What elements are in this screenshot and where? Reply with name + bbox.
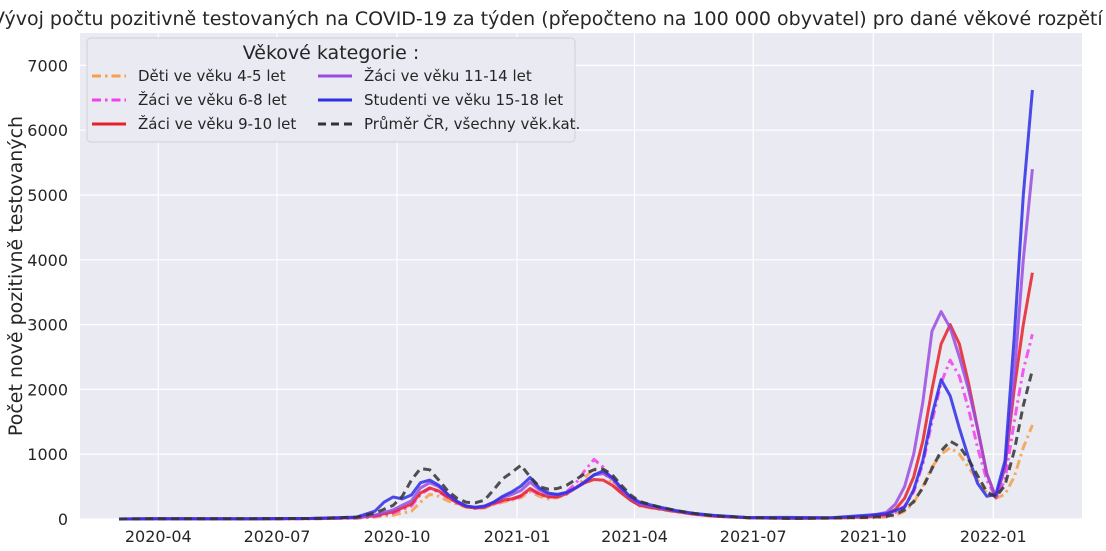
- series-layer: [119, 89, 1034, 521]
- series-line-5: [119, 89, 1034, 521]
- y-tick-label: 1000: [27, 445, 68, 464]
- y-tick-label: 5000: [27, 186, 68, 205]
- legend-label-6: Průměr ČR, všechny věk.kat.: [364, 114, 580, 133]
- x-axis: 2020-04 2020-07 2020-10 2021-01 2021-04 2021-…: [125, 527, 1027, 546]
- x-tick-label: 2020-04: [125, 527, 192, 546]
- x-tick-label: 2022-01: [960, 527, 1027, 546]
- legend-label-2: Žáci ve věku 6-8 let: [138, 90, 287, 109]
- x-tick-label: 2021-10: [840, 527, 907, 546]
- series-line-6: [119, 369, 1034, 521]
- series-line-3: [119, 272, 1034, 521]
- series-line-4: [119, 168, 1034, 521]
- legend-label-3: Žáci ve věku 9-10 let: [138, 114, 296, 133]
- series-line-1: [119, 424, 1034, 521]
- chart-title: Vývoj počtu pozitivně testovaných na COV…: [0, 6, 1106, 30]
- y-tick-label: 2000: [27, 380, 68, 399]
- legend-label-5: Studenti ve věku 15-18 let: [364, 91, 563, 109]
- legend-title: Věkové kategorie :: [243, 42, 420, 64]
- x-tick-label: 2020-10: [364, 527, 431, 546]
- x-tick-label: 2021-07: [720, 527, 787, 546]
- x-tick-label: 2021-04: [601, 527, 668, 546]
- y-tick-label: 3000: [27, 316, 68, 335]
- y-axis: 0 1000 2000 3000 4000 5000 6000 7000: [27, 56, 68, 529]
- legend-label-4: Žáci ve věku 11-14 let: [364, 66, 532, 85]
- legend: Věkové kategorie : Děti ve věku 4-5 let Ž…: [86, 37, 580, 143]
- y-tick-label: 0: [58, 510, 68, 529]
- y-axis-title: Počet nově pozitivně testovaných: [5, 116, 27, 436]
- x-tick-label: 2020-07: [244, 527, 311, 546]
- y-tick-label: 4000: [27, 251, 68, 270]
- x-tick-label: 2021-01: [484, 527, 551, 546]
- legend-frame: [86, 37, 576, 143]
- legend-items: Děti ve věku 4-5 let Žáci ve věku 6-8 let…: [92, 66, 580, 133]
- y-tick-label: 6000: [27, 121, 68, 140]
- y-tick-label: 7000: [27, 56, 68, 75]
- legend-label-1: Děti ve věku 4-5 let: [138, 67, 286, 85]
